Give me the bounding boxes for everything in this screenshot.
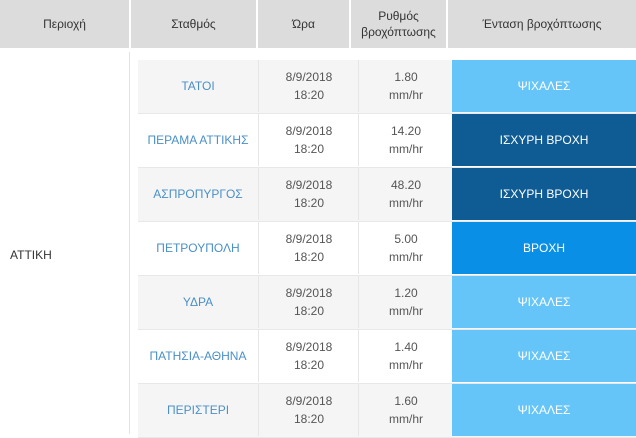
rate-unit: mm/hr xyxy=(389,88,423,102)
region-column: ΑΤΤΙΚΗ xyxy=(0,52,130,434)
table-row: ΑΣΠΡΟΠΥΡΓΟΣ 8/9/2018 18:20 48.20 mm/hr Ι… xyxy=(138,168,636,222)
time-value: 18:20 xyxy=(293,250,325,264)
date-value: 8/9/2018 xyxy=(285,70,333,84)
time-value: 18:20 xyxy=(293,412,325,426)
rainfall-rate: 48.20 mm/hr xyxy=(358,168,453,220)
time-value: 18:20 xyxy=(293,304,325,318)
rate-unit: mm/hr xyxy=(389,412,423,426)
station-name[interactable]: ΠΕΡΑΜΑ ΑΤΤΙΚΗΣ xyxy=(147,133,249,147)
rate-unit: mm/hr xyxy=(389,142,423,156)
time-value: 18:20 xyxy=(293,88,325,102)
rate-value: 1.40 xyxy=(394,340,418,354)
station-name[interactable]: ΤΑΤΟΙ xyxy=(181,79,215,93)
station-rows: ΤΑΤΟΙ 8/9/2018 18:20 1.80 mm/hr ΨΙΧΑΛΕΣ … xyxy=(138,60,636,438)
table-row: ΠΕΡΙΣΤΕΡΙ 8/9/2018 18:20 1.60 mm/hr ΨΙΧΑ… xyxy=(138,384,636,438)
time-value: 18:20 xyxy=(293,358,325,372)
date-value: 8/9/2018 xyxy=(285,178,333,192)
rainfall-rate: 5.00 mm/hr xyxy=(358,222,453,274)
header-rate-line1: Ρυθμός xyxy=(378,9,419,23)
time-value: 18:20 xyxy=(293,142,325,156)
timestamp: 8/9/2018 18:20 xyxy=(258,276,359,328)
station-name[interactable]: ΠΑΤΗΣΙΑ-ΑΘΗΝΑ xyxy=(149,349,247,363)
date-value: 8/9/2018 xyxy=(285,232,333,246)
table-row: ΥΔΡΑ 8/9/2018 18:20 1.20 mm/hr ΨΙΧΑΛΕΣ xyxy=(138,276,636,330)
table-header: Περιοχή Σταθμός Ώρα Ρυθμός βροχόπτωσης Έ… xyxy=(0,0,636,48)
timestamp: 8/9/2018 18:20 xyxy=(258,114,359,166)
table-row: ΠΕΡΑΜΑ ΑΤΤΙΚΗΣ 8/9/2018 18:20 14.20 mm/h… xyxy=(138,114,636,168)
intensity-badge: ΨΙΧΑΛΕΣ xyxy=(452,330,636,382)
intensity-badge: ΙΣΧΥΡΗ ΒΡΟΧΗ xyxy=(452,114,636,166)
rainfall-rate: 1.80 mm/hr xyxy=(358,60,453,112)
table-row: ΠΑΤΗΣΙΑ-ΑΘΗΝΑ 8/9/2018 18:20 1.40 mm/hr … xyxy=(138,330,636,384)
rate-unit: mm/hr xyxy=(389,358,423,372)
intensity-badge: ΙΣΧΥΡΗ ΒΡΟΧΗ xyxy=(452,168,636,220)
timestamp: 8/9/2018 18:20 xyxy=(258,222,359,274)
rate-value: 1.80 xyxy=(394,70,418,84)
table-row: ΤΑΤΟΙ 8/9/2018 18:20 1.80 mm/hr ΨΙΧΑΛΕΣ xyxy=(138,60,636,114)
rate-value: 1.20 xyxy=(394,286,418,300)
intensity-badge: ΨΙΧΑΛΕΣ xyxy=(452,276,636,328)
intensity-badge: ΨΙΧΑΛΕΣ xyxy=(452,60,636,112)
rate-value: 14.20 xyxy=(390,124,422,138)
header-region: Περιοχή xyxy=(0,0,129,48)
header-rate: Ρυθμός βροχόπτωσης xyxy=(351,0,446,48)
rate-value: 5.00 xyxy=(394,232,418,246)
timestamp: 8/9/2018 18:20 xyxy=(258,384,359,436)
timestamp: 8/9/2018 18:20 xyxy=(258,60,359,112)
date-value: 8/9/2018 xyxy=(285,394,333,408)
intensity-badge: ΒΡΟΧΗ xyxy=(452,222,636,274)
station-name[interactable]: ΑΣΠΡΟΠΥΡΓΟΣ xyxy=(153,187,243,201)
rainfall-rate: 1.20 mm/hr xyxy=(358,276,453,328)
timestamp: 8/9/2018 18:20 xyxy=(258,330,359,382)
date-value: 8/9/2018 xyxy=(285,286,333,300)
timestamp: 8/9/2018 18:20 xyxy=(258,168,359,220)
rate-value: 1.60 xyxy=(394,394,418,408)
region-label: ΑΤΤΙΚΗ xyxy=(10,248,52,262)
rate-value: 48.20 xyxy=(390,178,422,192)
rainfall-rate: 1.40 mm/hr xyxy=(358,330,453,382)
header-time: Ώρα xyxy=(258,0,349,48)
station-name[interactable]: ΠΕΡΙΣΤΕΡΙ xyxy=(166,403,230,417)
header-intensity: Ένταση βροχόπτωσης xyxy=(448,0,636,48)
date-value: 8/9/2018 xyxy=(285,124,333,138)
date-value: 8/9/2018 xyxy=(285,340,333,354)
rate-unit: mm/hr xyxy=(389,250,423,264)
rainfall-rate: 1.60 mm/hr xyxy=(358,384,453,436)
table-row: ΠΕΤΡΟΥΠΟΛΗ 8/9/2018 18:20 5.00 mm/hr ΒΡΟ… xyxy=(138,222,636,276)
rainfall-rate: 14.20 mm/hr xyxy=(358,114,453,166)
time-value: 18:20 xyxy=(293,196,325,210)
station-name[interactable]: ΠΕΤΡΟΥΠΟΛΗ xyxy=(156,241,240,255)
station-name[interactable]: ΥΔΡΑ xyxy=(182,295,214,309)
header-station: Σταθμός xyxy=(131,0,256,48)
header-rate-line2: βροχόπτωσης xyxy=(361,25,436,39)
rate-unit: mm/hr xyxy=(389,304,423,318)
rate-unit: mm/hr xyxy=(389,196,423,210)
intensity-badge: ΨΙΧΑΛΕΣ xyxy=(452,384,636,436)
